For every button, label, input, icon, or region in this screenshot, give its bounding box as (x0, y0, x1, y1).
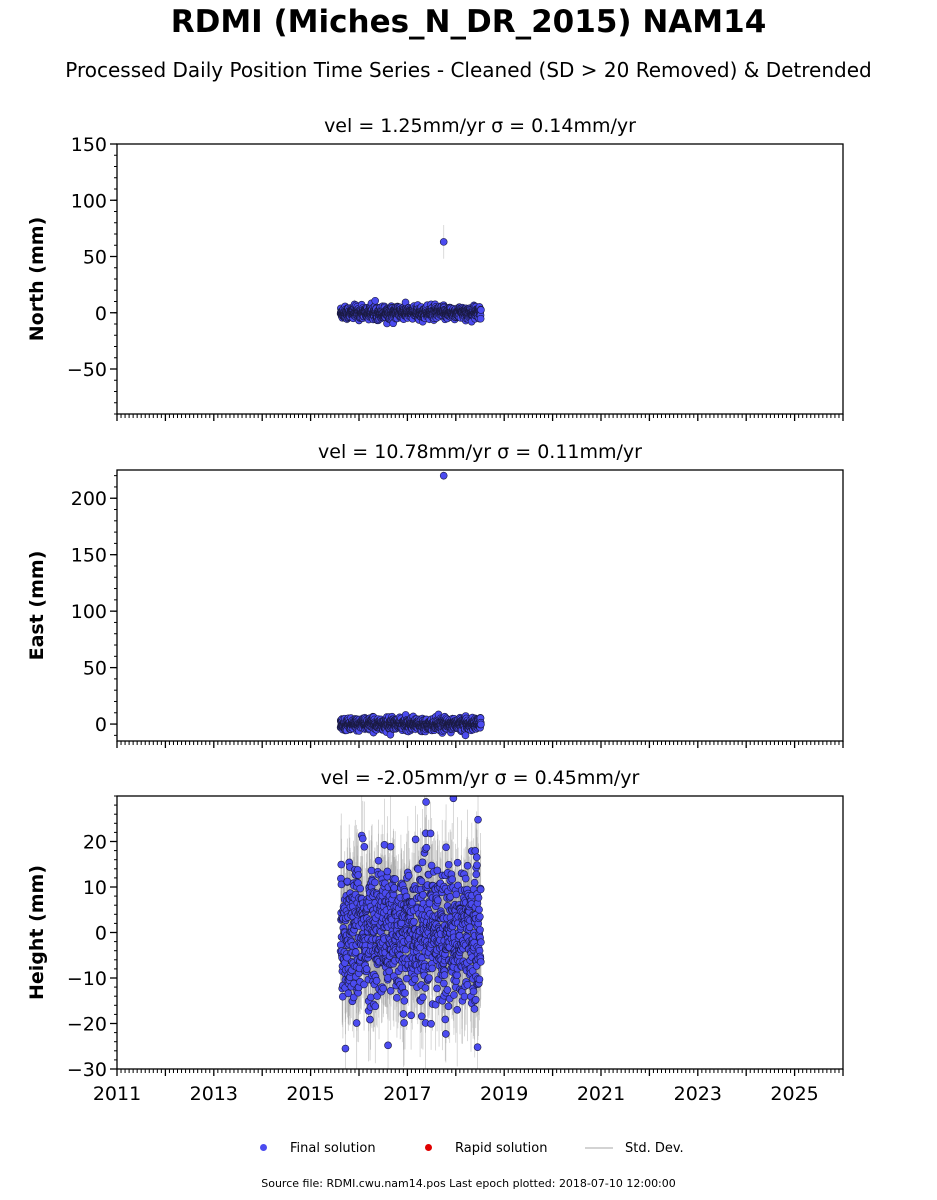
y-tick-label: 200 (71, 488, 107, 510)
series-final (336, 225, 485, 328)
panel-title: vel = 10.78mm/yr σ = 0.11mm/yr (318, 441, 642, 463)
plot-frame (116, 469, 844, 742)
y-tick-label: 150 (71, 545, 107, 567)
y-tick-label: −50 (67, 359, 107, 381)
panel-title: vel = 1.25mm/yr σ = 0.14mm/yr (324, 115, 636, 137)
data-point (477, 306, 485, 314)
points (336, 238, 485, 328)
panel-title: vel = -2.05mm/yr σ = 0.45mm/yr (321, 767, 640, 789)
data-point (439, 238, 448, 246)
series-final (336, 796, 485, 1069)
series-final (336, 471, 485, 740)
y-tick-label: 50 (83, 247, 107, 269)
y-tick-label: 150 (71, 134, 107, 156)
plot-frame (116, 143, 844, 415)
chart-title: RDMI (Miches_N_DR_2015) NAM14 (170, 4, 767, 40)
data-point (371, 296, 379, 305)
y-tick-label: 0 (95, 303, 107, 325)
data-point (476, 314, 485, 323)
y-tick-label: 100 (71, 601, 107, 623)
y-tick-label: 100 (71, 190, 107, 212)
data-point (439, 471, 448, 480)
y-tick-label: 0 (95, 714, 107, 736)
std-dev-bars (340, 471, 482, 740)
panel-3: vel = -2.05mm/yr σ = 0.45mm/yr Height (mm… (26, 767, 844, 1105)
data-point (477, 720, 485, 729)
y-axis-label: North (mm) (26, 217, 48, 342)
y-axis-label: East (mm) (26, 551, 48, 661)
points (336, 471, 485, 740)
plots-area: vel = 1.25mm/yr σ = 0.14mm/yr North (mm)−… (26, 115, 844, 1105)
panel-2: vel = 10.78mm/yr σ = 0.11mm/yr East (mm) 0… (26, 441, 844, 748)
panel-1: vel = 1.25mm/yr σ = 0.14mm/yr North (mm)−… (26, 115, 844, 421)
y-axis-label: Height (mm) (26, 865, 48, 1000)
data-point (461, 731, 470, 740)
y-tick-label: 50 (83, 658, 107, 680)
chart-subtitle: Processed Daily Position Time Series - C… (65, 58, 872, 82)
